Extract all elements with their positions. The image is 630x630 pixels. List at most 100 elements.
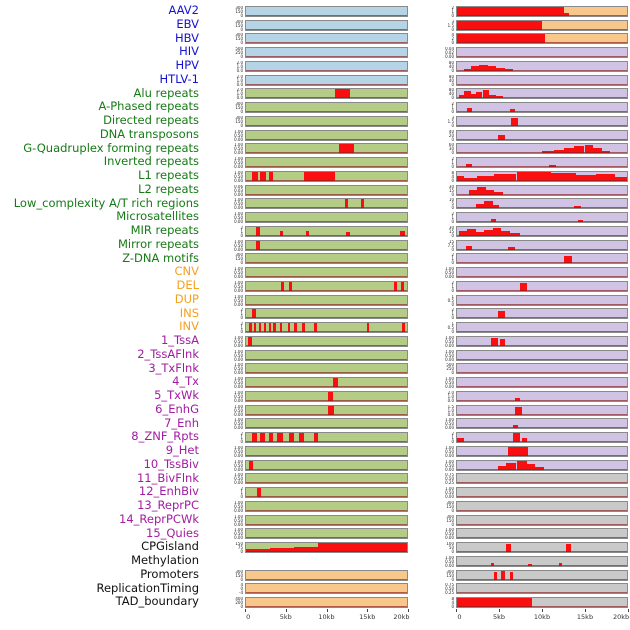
data-bar bbox=[491, 563, 495, 566]
track-label: 14_ReprPCWk bbox=[119, 512, 199, 526]
data-bar bbox=[256, 226, 261, 236]
y-tick-label: 20 bbox=[448, 132, 454, 138]
y-tick-label: 0.00 bbox=[234, 411, 243, 416]
track-label: HIV bbox=[179, 45, 199, 59]
y-tick-label: 0.00 bbox=[234, 177, 243, 182]
track-label: HPV bbox=[175, 59, 199, 72]
track-label: 9_Het bbox=[165, 444, 199, 457]
track-panel-right bbox=[456, 170, 628, 182]
track-panel-right bbox=[456, 569, 628, 581]
y-tick-label: 0.00 bbox=[234, 356, 243, 361]
y-tick-label: 0 bbox=[451, 370, 454, 375]
y-tick-label: 0 bbox=[240, 329, 243, 334]
track-panel-left bbox=[245, 363, 408, 375]
y-tick-label: 0 bbox=[451, 219, 454, 224]
data-bar bbox=[574, 145, 585, 154]
y-tick-label: 0.50 bbox=[234, 132, 243, 138]
y-tick-label: 0.50 bbox=[445, 352, 454, 358]
data-bar bbox=[339, 144, 354, 154]
y-tick-label: 0.00 bbox=[234, 205, 243, 210]
track-row: 3_TxFlnk 1.00 0.50 0.00 500 250 0 bbox=[0, 362, 630, 376]
y-axis-ticks: 3 1.5 0 bbox=[416, 20, 456, 31]
y-tick-label: 0.00 bbox=[445, 452, 454, 457]
track-panel-right bbox=[456, 418, 628, 430]
track-panel-left bbox=[245, 390, 408, 402]
y-tick-label: 300 bbox=[235, 19, 243, 24]
y-tick-label: 1.00 bbox=[445, 267, 454, 271]
y-tick-label: 0 bbox=[451, 576, 454, 581]
track-label: 11_BivFlnk bbox=[136, 471, 199, 485]
y-tick-label: 1.00 bbox=[445, 418, 454, 423]
data-bar bbox=[457, 598, 532, 607]
track-row: DEL 1.00 0.50 0.00 2 1 0 bbox=[0, 279, 630, 293]
data-bar bbox=[463, 90, 471, 99]
y-tick-label: 0.50 bbox=[234, 462, 243, 468]
track-row: L2 repeats 0.06 0.03 0.00 30 15 0 bbox=[0, 183, 630, 197]
y-tick-label: 0.50 bbox=[445, 270, 454, 275]
column-gap bbox=[408, 527, 416, 541]
data-bar bbox=[564, 12, 570, 16]
data-bar bbox=[501, 231, 510, 236]
track-panel-right bbox=[456, 115, 628, 127]
y-tick-label: 0 bbox=[240, 26, 243, 31]
track-panel-right bbox=[456, 267, 628, 278]
y-tick-label: 300 bbox=[235, 115, 243, 120]
track-row: 9_Het 1.00 0.50 0.00 1.00 0.50 0.00 bbox=[0, 444, 630, 458]
track-panel-right bbox=[456, 349, 628, 361]
track-panel-left bbox=[245, 88, 408, 100]
data-bar bbox=[506, 462, 517, 470]
data-bar bbox=[256, 240, 261, 250]
track-row: Directed repeats 300 150 0 3 1.5 0 bbox=[0, 114, 630, 128]
data-bar bbox=[477, 186, 486, 195]
y-tick-label: 0 bbox=[240, 315, 243, 320]
y-tick-label: 1 bbox=[451, 311, 454, 317]
track-label: 7_Enh bbox=[164, 416, 199, 430]
y-tick-label: 2 bbox=[240, 308, 243, 313]
column-gap bbox=[408, 485, 416, 499]
y-tick-label: 3 bbox=[451, 115, 454, 120]
y-tick-label: 0.50 bbox=[234, 421, 243, 427]
y-axis-ticks: 0.04 0.02 0.00 bbox=[416, 47, 456, 58]
y-tick-label: 2 bbox=[451, 102, 454, 106]
data-bar bbox=[511, 117, 519, 126]
track-panel-left bbox=[245, 280, 408, 292]
column-gap bbox=[408, 499, 416, 513]
track-label: 15_Quies bbox=[146, 526, 199, 540]
y-tick-label: 300 bbox=[446, 500, 454, 505]
track-panel-right bbox=[456, 5, 628, 17]
column-gap bbox=[408, 87, 416, 101]
x-tick-label: 0 bbox=[457, 613, 462, 621]
y-tick-label: 0.00 bbox=[234, 287, 243, 292]
y-tick-label: 1.00 bbox=[234, 473, 243, 478]
y-tick-label: 150 bbox=[235, 8, 243, 14]
y-tick-label: 0 bbox=[451, 122, 454, 127]
column-gap bbox=[408, 265, 416, 279]
track-row: Inverted repeats 1.00 0.50 0.00 2 1 0 bbox=[0, 155, 630, 169]
data-bar bbox=[299, 433, 304, 442]
y-tick-label: 300 bbox=[235, 33, 243, 38]
track-panel-left bbox=[245, 404, 408, 416]
track-row: 6_EnhG 1.00 0.50 0.00 1.5 1.0 0.0 bbox=[0, 403, 630, 417]
x-tick-label: 20kb bbox=[613, 613, 630, 621]
data-bar bbox=[509, 109, 515, 112]
track-label: EBV bbox=[176, 17, 199, 31]
track-panel-left bbox=[245, 294, 408, 306]
y-tick-label: 2 bbox=[451, 212, 454, 216]
data-bar bbox=[263, 323, 267, 332]
y-tick-label: 1.00 bbox=[445, 377, 454, 381]
track-panel-left bbox=[245, 60, 408, 72]
y-tick-label: 4 bbox=[451, 33, 454, 38]
track-label: L1 repeats bbox=[138, 169, 199, 182]
y-axis-ticks: 1.00 0.50 0.00 bbox=[205, 281, 245, 292]
y-tick-label: 2 bbox=[240, 487, 243, 491]
y-tick-label: 0.00 bbox=[234, 274, 243, 279]
y-tick-label: 1.00 bbox=[445, 445, 454, 450]
track-row: 5_TxWk 1.00 0.50 0.00 2.0 1.0 0.0 bbox=[0, 389, 630, 403]
track-panel-right bbox=[456, 500, 628, 512]
y-tick-label: 1 bbox=[240, 228, 243, 234]
track-panel-left bbox=[245, 19, 408, 31]
